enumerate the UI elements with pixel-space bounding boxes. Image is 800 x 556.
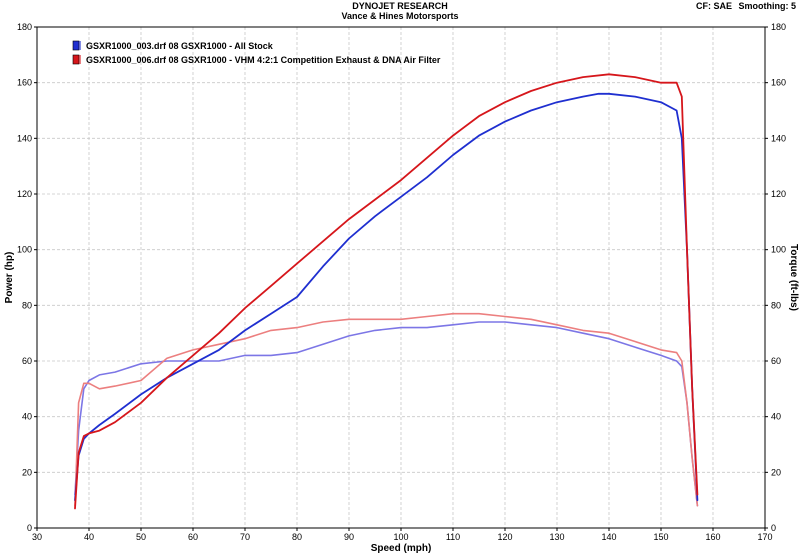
x-tick-label: 130 xyxy=(549,532,564,542)
legend-swatch xyxy=(72,40,80,51)
x-tick-label: 110 xyxy=(446,532,460,542)
power-series-line xyxy=(74,92,699,502)
legend-label: GSXR1000_003.drf 08 GSXR1000 - All Stock xyxy=(86,41,274,51)
power-series-line xyxy=(74,73,699,510)
y2-tick-label: 40 xyxy=(771,412,781,422)
y-tick-label: 0 xyxy=(27,523,32,533)
y-axis-title: Power (hp) xyxy=(4,252,15,304)
legend-swatch-shade xyxy=(79,55,81,64)
x-tick-label: 120 xyxy=(497,532,512,542)
y2-tick-label: 120 xyxy=(771,189,786,199)
correction-info: CF: SAE Smoothing: 5 xyxy=(696,1,796,12)
x-tick-label: 160 xyxy=(705,532,720,542)
y-tick-label: 100 xyxy=(17,245,32,255)
y2-tick-label: 80 xyxy=(771,300,781,310)
correction-factor: CF: SAE xyxy=(695,1,732,11)
y2-axis-title: Torque (ft-lbs) xyxy=(788,244,799,311)
y2-tick-label: 140 xyxy=(771,133,786,143)
y2-tick-label: 160 xyxy=(771,78,786,88)
chart-subtitle: Vance & Hines Motorsports xyxy=(341,11,459,21)
x-tick-label: 140 xyxy=(601,532,616,542)
y-tick-label: 60 xyxy=(22,356,32,366)
x-tick-label: 50 xyxy=(136,532,146,542)
x-tick-label: 100 xyxy=(393,532,408,542)
y-tick-label: 140 xyxy=(17,133,32,143)
chart-title: DYNOJET RESEARCH xyxy=(352,1,448,11)
chart-header: DYNOJET RESEARCH Vance & Hines Motorspor… xyxy=(0,0,800,24)
torque-series-line xyxy=(74,321,699,507)
legend-label: GSXR1000_006.drf 08 GSXR1000 - VHM 4:2:1… xyxy=(86,55,441,65)
y2-tick-label: 60 xyxy=(771,356,781,366)
x-tick-label: 60 xyxy=(188,532,198,542)
y-tick-label: 80 xyxy=(22,300,32,310)
x-tick-label: 30 xyxy=(32,532,42,542)
torque-series-line xyxy=(74,312,699,507)
y2-tick-label: 0 xyxy=(771,523,776,533)
y-tick-label: 40 xyxy=(22,412,32,422)
y2-tick-label: 100 xyxy=(771,245,786,255)
x-tick-label: 70 xyxy=(240,532,250,542)
x-tick-label: 150 xyxy=(653,532,668,542)
y-tick-label: 160 xyxy=(17,78,32,88)
y-tick-label: 20 xyxy=(22,467,32,477)
x-tick-label: 80 xyxy=(292,532,302,542)
smoothing-value: Smoothing: 5 xyxy=(738,1,797,11)
legend-swatch-shade xyxy=(79,41,81,50)
y-tick-label: 180 xyxy=(17,22,32,32)
y2-tick-label: 180 xyxy=(771,22,786,32)
x-tick-label: 90 xyxy=(344,532,354,542)
x-axis-title: Speed (mph) xyxy=(371,543,432,554)
x-tick-label: 170 xyxy=(757,532,772,542)
x-tick-label: 40 xyxy=(84,532,94,542)
y2-tick-label: 20 xyxy=(771,467,781,477)
legend-swatch xyxy=(72,54,80,65)
y-tick-label: 120 xyxy=(17,189,32,199)
